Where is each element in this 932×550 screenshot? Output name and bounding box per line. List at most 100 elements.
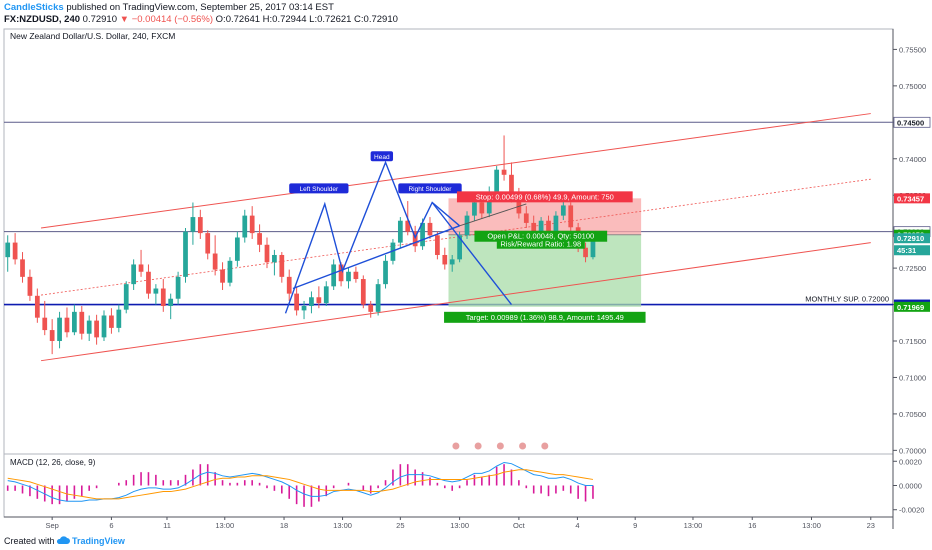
candle-body — [435, 235, 440, 255]
candle-body — [360, 279, 366, 305]
time-tick-label: 11 — [163, 521, 171, 530]
candle-body — [190, 217, 196, 232]
macd-tick-label: 0.0020 — [899, 457, 922, 466]
candle-body — [49, 330, 55, 342]
tradingview-logo[interactable]: TradingView — [72, 536, 125, 546]
candle-body — [220, 269, 225, 283]
candle-body — [553, 215, 559, 235]
price-axis-tag — [894, 301, 930, 312]
candle-body — [146, 271, 151, 294]
candle-body — [57, 317, 62, 342]
price-tick-label: 0.71000 — [899, 373, 926, 382]
macd-tick-label: -0.0020 — [899, 506, 924, 515]
candle-body — [323, 286, 329, 304]
candle-body — [501, 169, 507, 175]
candle-body — [420, 222, 425, 247]
time-tick-label: 13:00 — [333, 521, 352, 530]
price-axis-tag-label: 0.71969 — [897, 303, 924, 312]
chart-area[interactable]: New Zealand Dollar/U.S. Dollar, 240, FXC… — [0, 27, 932, 532]
chart-svg[interactable]: New Zealand Dollar/U.S. Dollar, 240, FXC… — [0, 27, 932, 532]
pattern-label: Right Shoulder — [408, 186, 452, 193]
macd-title: MACD (12, 26, close, 9) — [10, 458, 96, 467]
pattern-label-box — [370, 151, 394, 162]
price-axis-tag — [894, 245, 930, 256]
candle-body — [27, 276, 33, 296]
candle-body — [34, 295, 40, 318]
stop-loss-zone — [448, 198, 642, 235]
candle-body — [212, 253, 218, 270]
candle-body — [131, 264, 137, 285]
candle-body — [346, 271, 351, 282]
tradingview-cloud-icon — [56, 536, 70, 544]
candle-body — [538, 220, 544, 234]
candle-body — [234, 237, 240, 261]
event-marker-icon — [518, 441, 528, 451]
neckline — [292, 225, 460, 290]
candle-body — [390, 242, 396, 261]
candle-body — [457, 235, 462, 260]
symbol-line: FX:NZDUSD, 240 0.72910 ▼ −0.00414 (−0.56… — [4, 14, 398, 26]
stop-label-box — [456, 191, 633, 203]
channel-lower-line — [40, 242, 871, 362]
candle-body — [5, 242, 11, 258]
candle-body — [590, 238, 596, 258]
candle-body — [568, 205, 574, 228]
pnl-label-box — [474, 230, 608, 242]
target-projection-line — [431, 202, 513, 305]
price-tick-label: 0.75000 — [899, 82, 926, 91]
pattern-label: Left Shoulder — [300, 186, 340, 193]
price-tick-label: 0.70000 — [899, 446, 926, 455]
price-tick-label: 0.75500 — [899, 45, 926, 54]
candle-body — [368, 304, 374, 312]
candle-body — [42, 317, 48, 331]
time-tick-label: Sep — [45, 521, 58, 530]
price-tick-label: 0.72500 — [899, 264, 926, 273]
price-tick-label: 0.74000 — [899, 155, 926, 164]
candle-body — [242, 215, 248, 238]
target-label: Target: 0.00989 (1.36%) 98.9, Amount: 14… — [466, 313, 624, 322]
risk-reward-label: Risk/Reward Ratio: 1.98 — [500, 240, 581, 249]
candle-body — [168, 298, 174, 307]
risk-reward-box — [496, 239, 585, 249]
price-axis-tag — [893, 116, 931, 128]
candle-body — [227, 260, 233, 283]
time-tick-label: 4 — [575, 521, 579, 530]
time-tick-label: 23 — [867, 521, 875, 530]
candle-body — [375, 284, 381, 312]
time-tick-label: 25 — [396, 521, 404, 530]
price-tick-label: 0.71500 — [899, 337, 926, 346]
candle-body — [109, 315, 114, 328]
candle-body — [353, 271, 359, 280]
candle-body — [449, 259, 455, 265]
candle-body — [86, 320, 92, 334]
event-marker-icon — [495, 441, 505, 451]
candle-body — [197, 217, 203, 234]
candle-body — [249, 215, 255, 234]
candle-body — [264, 244, 270, 263]
candle-body — [560, 205, 566, 216]
candle-body — [79, 311, 85, 334]
candle-body — [123, 284, 129, 310]
candle-body — [94, 320, 99, 338]
candle-body — [583, 247, 588, 258]
time-tick-label: 16 — [748, 521, 756, 530]
candle-body — [405, 220, 411, 232]
author-link[interactable]: CandleSticks — [4, 2, 64, 13]
ohlc-values: O:0.72641 H:0.72944 L:0.72621 C:0.72910 — [215, 14, 398, 25]
candle-body — [546, 220, 551, 235]
candle-body — [516, 196, 522, 214]
candle-body — [427, 222, 433, 236]
candle-body — [153, 288, 159, 294]
candle-body — [272, 254, 277, 263]
time-tick-label: 13:00 — [802, 521, 821, 530]
chart-header: CandleSticks published on TradingView.co… — [0, 0, 932, 28]
event-marker-icon — [451, 441, 461, 451]
price-tick-label: 0.70500 — [899, 410, 926, 419]
time-tick-label: 13:00 — [215, 521, 234, 530]
candle-body — [160, 288, 166, 307]
chart-footer: Created with TradingView — [0, 532, 932, 550]
price-axis-tag — [894, 193, 930, 204]
candle-body — [316, 297, 322, 304]
time-tick-label: 18 — [280, 521, 288, 530]
symbol-label: FX:NZDUSD, 240 — [4, 14, 81, 25]
